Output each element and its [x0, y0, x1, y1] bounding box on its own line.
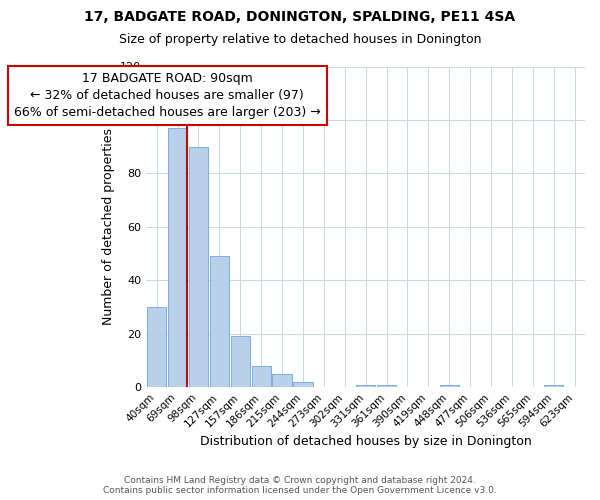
Y-axis label: Number of detached properties: Number of detached properties: [101, 128, 115, 326]
Bar: [210, 256, 229, 387]
Text: Contains HM Land Registry data © Crown copyright and database right 2024.
Contai: Contains HM Land Registry data © Crown c…: [103, 476, 497, 495]
Bar: [251, 366, 271, 387]
Text: 17 BADGATE ROAD: 90sqm
← 32% of detached houses are smaller (97)
66% of semi-det: 17 BADGATE ROAD: 90sqm ← 32% of detached…: [14, 72, 320, 119]
Bar: [272, 374, 292, 387]
Bar: [440, 384, 459, 387]
Bar: [544, 384, 563, 387]
Bar: [356, 384, 375, 387]
Text: Size of property relative to detached houses in Donington: Size of property relative to detached ho…: [119, 32, 481, 46]
Bar: [189, 146, 208, 387]
Bar: [293, 382, 313, 387]
Text: 17, BADGATE ROAD, DONINGTON, SPALDING, PE11 4SA: 17, BADGATE ROAD, DONINGTON, SPALDING, P…: [85, 10, 515, 24]
Bar: [147, 307, 166, 387]
Bar: [168, 128, 187, 387]
Bar: [377, 384, 396, 387]
Bar: [230, 336, 250, 387]
X-axis label: Distribution of detached houses by size in Donington: Distribution of detached houses by size …: [200, 434, 532, 448]
